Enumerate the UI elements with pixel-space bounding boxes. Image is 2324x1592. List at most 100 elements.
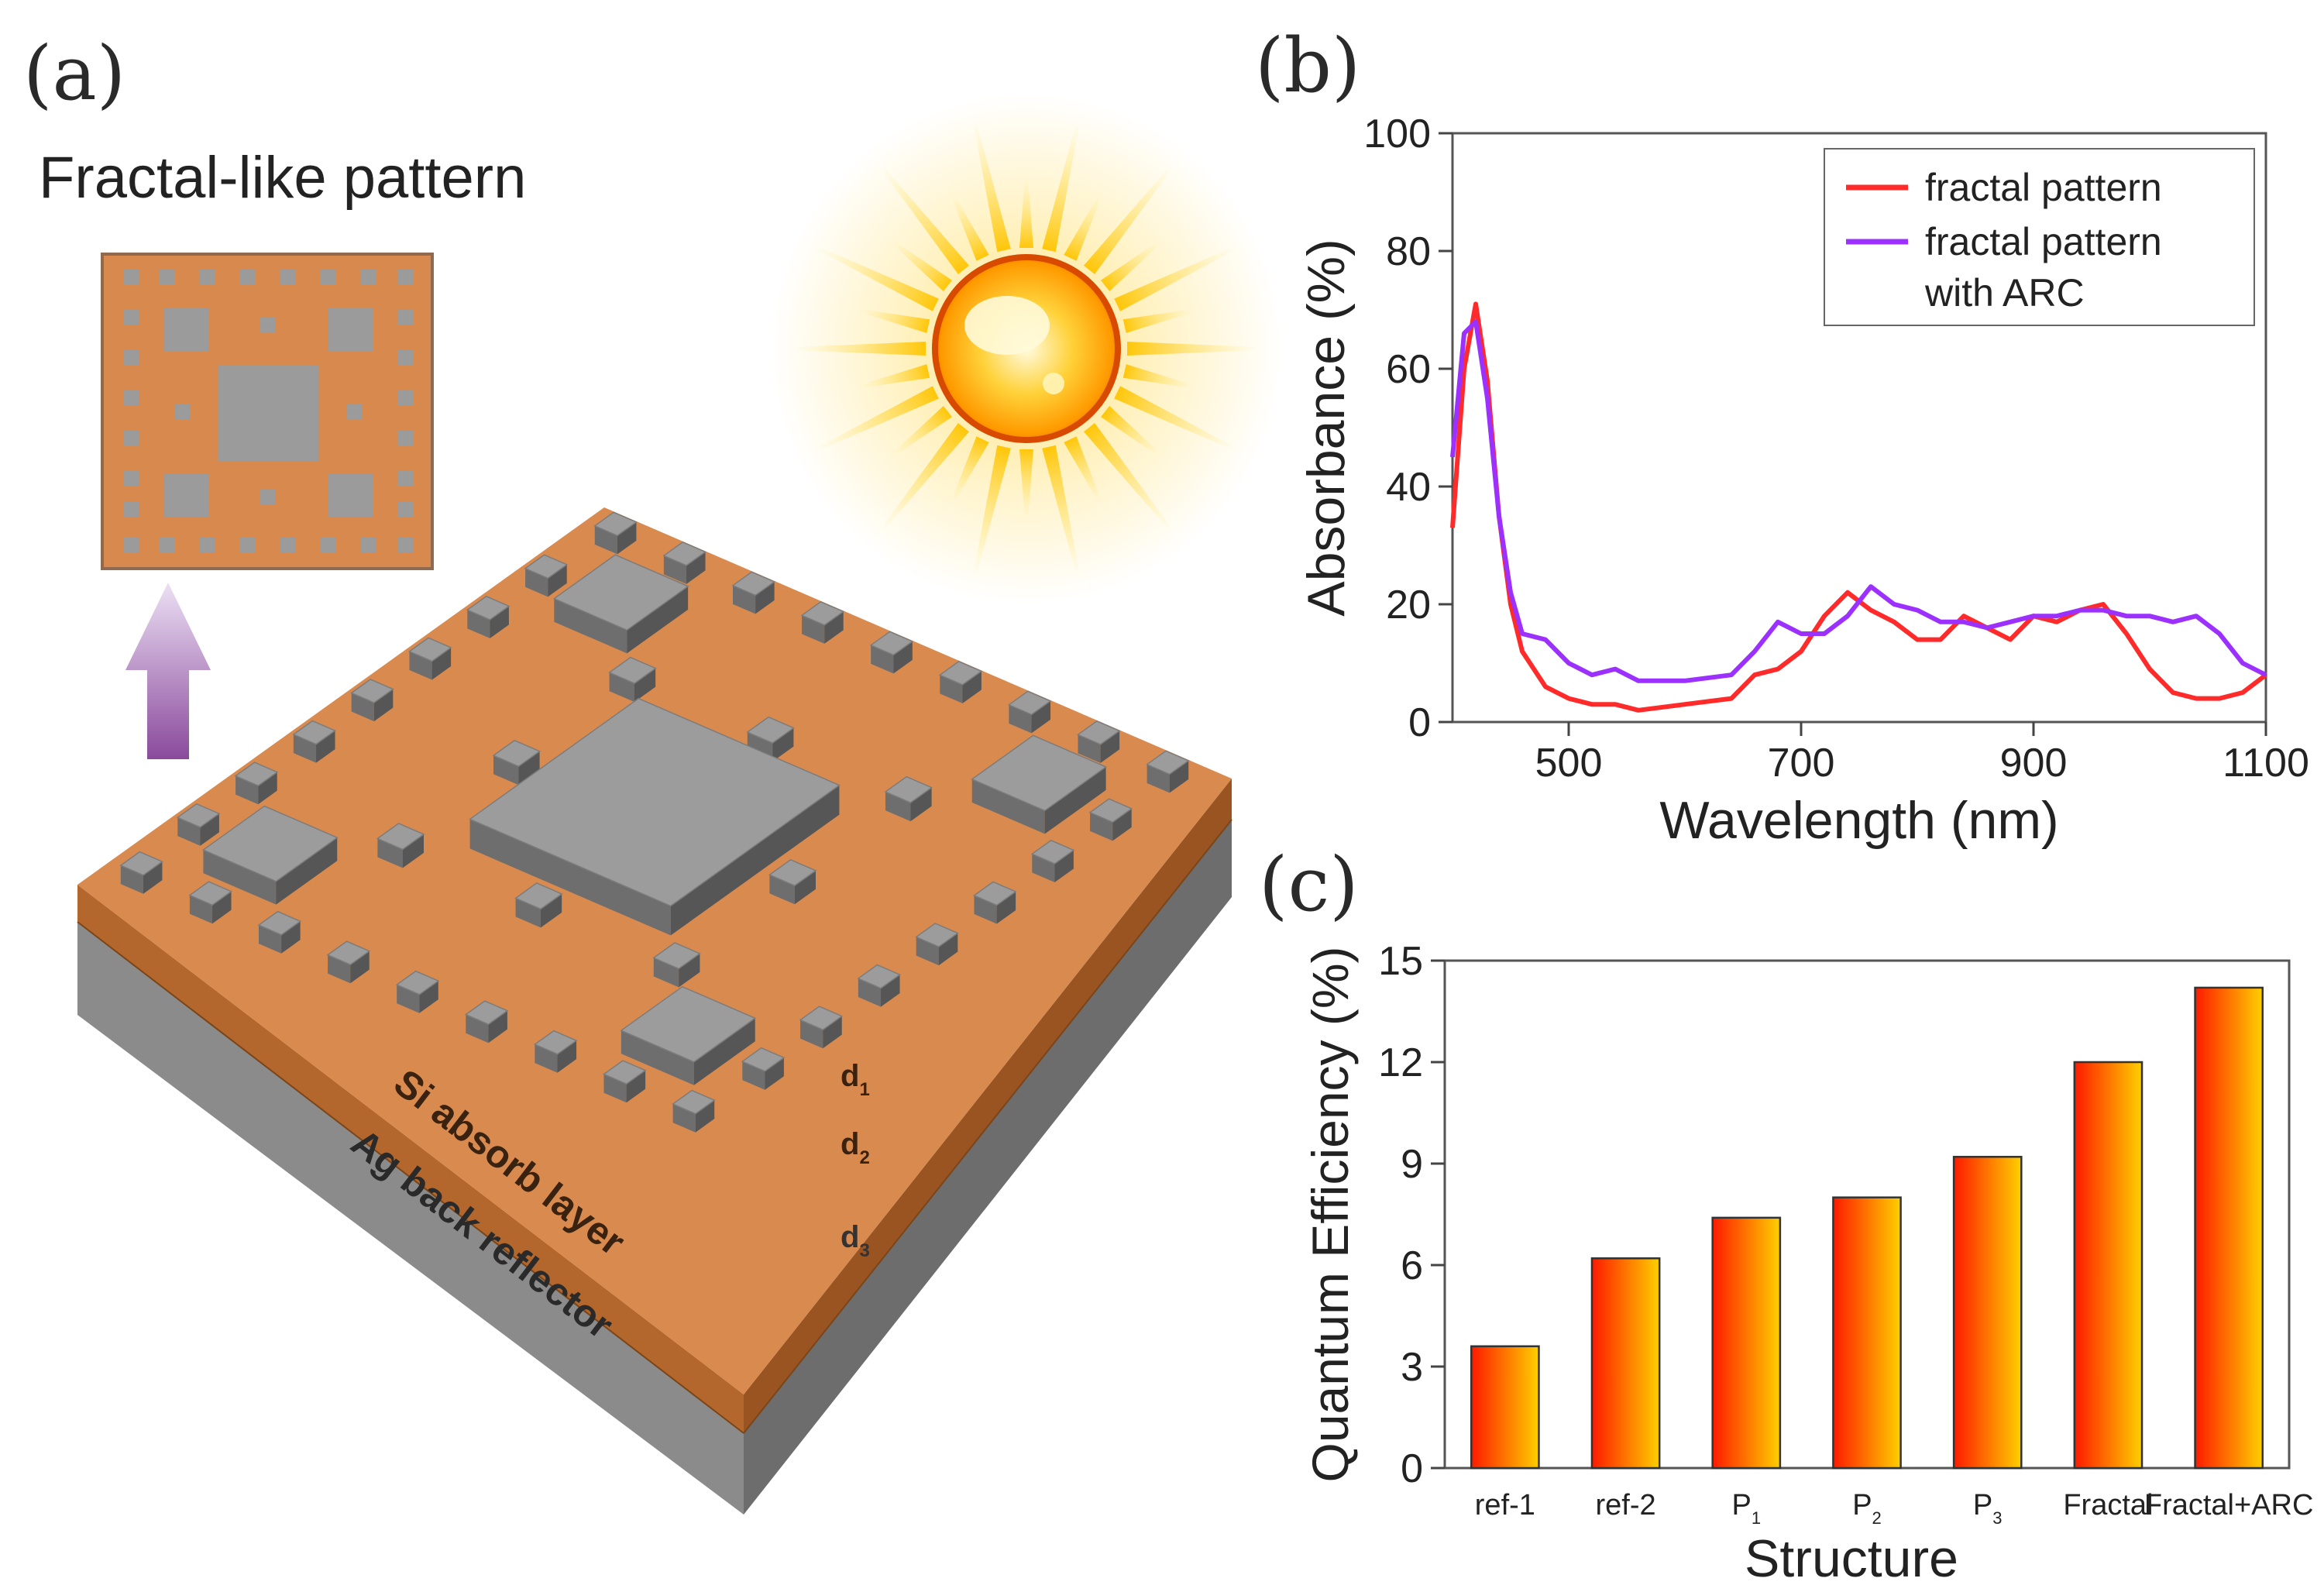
- pattern-block: [376, 823, 425, 868]
- pattern-block: [971, 734, 1108, 834]
- pattern-block: [652, 942, 701, 988]
- pattern-block: [466, 595, 511, 638]
- chart-c-ytick-label: 9: [1401, 1142, 1423, 1187]
- chart-c-xtick-label: P2: [1852, 1489, 1882, 1528]
- pattern-block: [119, 851, 163, 894]
- chart-b-ytick-label: 80: [1386, 229, 1431, 274]
- pattern-block: [608, 656, 657, 703]
- sun-ray: [1101, 241, 1161, 291]
- pattern-block: [188, 881, 233, 924]
- chart-c-xtick-label: ref-2: [1596, 1489, 1656, 1522]
- pattern-block: [593, 511, 638, 555]
- chart-c-ytick-label: 12: [1378, 1040, 1423, 1085]
- absorbance-chart: 0 20 40 60 80 100 500 700 900 1100 Wavelength (nm)…: [1297, 112, 2309, 850]
- sun-ray: [816, 246, 939, 311]
- pattern-block: [492, 739, 541, 786]
- pattern-block: [938, 660, 983, 703]
- pattern-block: [395, 970, 440, 1013]
- chart-b-legend-label: with ARC: [1924, 271, 2085, 315]
- pattern-block: [1007, 690, 1052, 734]
- pattern-block: [915, 923, 959, 966]
- si-top-surface: [77, 507, 1232, 1394]
- chart-c-ylabel: Quantum Efficiency (%): [1301, 946, 1359, 1482]
- pattern-block: [514, 882, 563, 928]
- sun-ray: [1019, 178, 1033, 248]
- pattern-block: [857, 964, 902, 1007]
- sun-ray: [1114, 386, 1237, 451]
- chart-c-bar: [1711, 1216, 1782, 1470]
- chart-b-xtick-label: 500: [1535, 741, 1603, 786]
- chart-b-frame: [1451, 132, 2267, 724]
- pattern-block: [602, 1060, 647, 1103]
- chart-c-xtick-label: Fractal: [2063, 1489, 2153, 1522]
- pattern-block: [407, 637, 452, 680]
- panel-a-label: (a): [23, 30, 125, 117]
- sun-ray: [892, 406, 952, 456]
- chart-c-ytick-label: 3: [1401, 1345, 1423, 1390]
- pattern-block: [662, 541, 707, 584]
- pattern-block: [469, 697, 841, 936]
- sun-ray: [1122, 309, 1193, 333]
- sun-ray: [1101, 406, 1161, 456]
- chart-b-ytick-label: 0: [1408, 700, 1431, 745]
- chart-b-xtick-label: 700: [1768, 741, 1835, 786]
- sun-ray: [973, 122, 1011, 253]
- chart-b-ytick-label: 60: [1386, 347, 1431, 392]
- d2-label: d2: [841, 1127, 870, 1168]
- chart-c-bar: [1832, 1196, 1902, 1470]
- chart-b-legend-label: fractal pattern: [1925, 220, 2162, 263]
- chart-c-xtick-label: P1: [1731, 1489, 1761, 1528]
- chart-b-legend-label: fractal pattern: [1925, 166, 2162, 209]
- sun-ray: [1122, 364, 1193, 388]
- chart-c-xtick-label: ref-1: [1475, 1489, 1535, 1522]
- sun-ray: [1064, 436, 1102, 504]
- sun-ray: [1042, 445, 1080, 576]
- pattern-block: [869, 631, 914, 674]
- chart-b-legend: fractal pattern fractal pattern with ARC: [1824, 148, 2255, 326]
- pattern-block: [972, 881, 1017, 924]
- chart-b-xtick-label: 900: [2000, 741, 2068, 786]
- chart-c-bar: [1952, 1156, 2023, 1470]
- sun-ray: [880, 423, 969, 531]
- pattern-block: [1088, 798, 1133, 841]
- chart-b-series-1: [1450, 301, 2267, 713]
- pattern-block: [672, 1089, 716, 1133]
- pattern-block: [1030, 839, 1075, 882]
- chart-b-ylabel: Absorbance (%): [1297, 239, 1356, 617]
- fractal-pattern-thumbnail: [101, 253, 434, 570]
- sun-ray: [1114, 246, 1237, 311]
- pattern-block: [326, 940, 371, 984]
- sun-icon: [771, 93, 1282, 604]
- pattern-block: [292, 720, 337, 763]
- pattern-blocks: [119, 511, 1190, 1133]
- quantum-efficiency-chart: 0 3 6 9 12 15 ref-1 ref-2 P1 P2 P3 FractalFractal+A…: [1301, 939, 2313, 1588]
- chart-c-xlabel: Structure: [1745, 1529, 1958, 1588]
- sun-ray: [1064, 194, 1102, 261]
- sun-ray: [880, 166, 969, 274]
- sun-ray: [892, 241, 952, 291]
- chart-b-series-2: [1450, 319, 2267, 683]
- sun-ray: [1019, 449, 1033, 519]
- pattern-block: [234, 762, 279, 805]
- panel-a: (a) Fractal-like pattern: [23, 30, 1282, 1515]
- chart-b-ytick-label: 100: [1363, 112, 1431, 156]
- pattern-block: [524, 554, 569, 597]
- sun-ray: [973, 445, 1011, 576]
- chart-b-xlabel: Wavelength (nm): [1659, 791, 2058, 850]
- sun-ray: [860, 309, 930, 333]
- d3-label: d3: [841, 1220, 870, 1261]
- sun-ray: [951, 194, 989, 261]
- sun-ray: [1127, 342, 1259, 356]
- sun-ray: [1042, 122, 1080, 253]
- pattern-block: [176, 803, 221, 846]
- pattern-block: [731, 571, 776, 614]
- chart-c-bar: [1470, 1345, 1540, 1470]
- panel-c: (c) 0 3 6 9 12 15 ref-1 ref-2 P1 P2 P3 FractalFract…: [1259, 841, 2313, 1588]
- panel-b-label: (b): [1255, 22, 1360, 109]
- chart-c-bar: [2194, 986, 2264, 1470]
- chart-c-bar: [1590, 1257, 1661, 1470]
- panel-b: (b) 0 20 40 60 80 100 500 700 900 1100 Wavelength …: [1255, 22, 2309, 850]
- chart-c-bar: [2073, 1061, 2144, 1470]
- pattern-block: [884, 775, 933, 822]
